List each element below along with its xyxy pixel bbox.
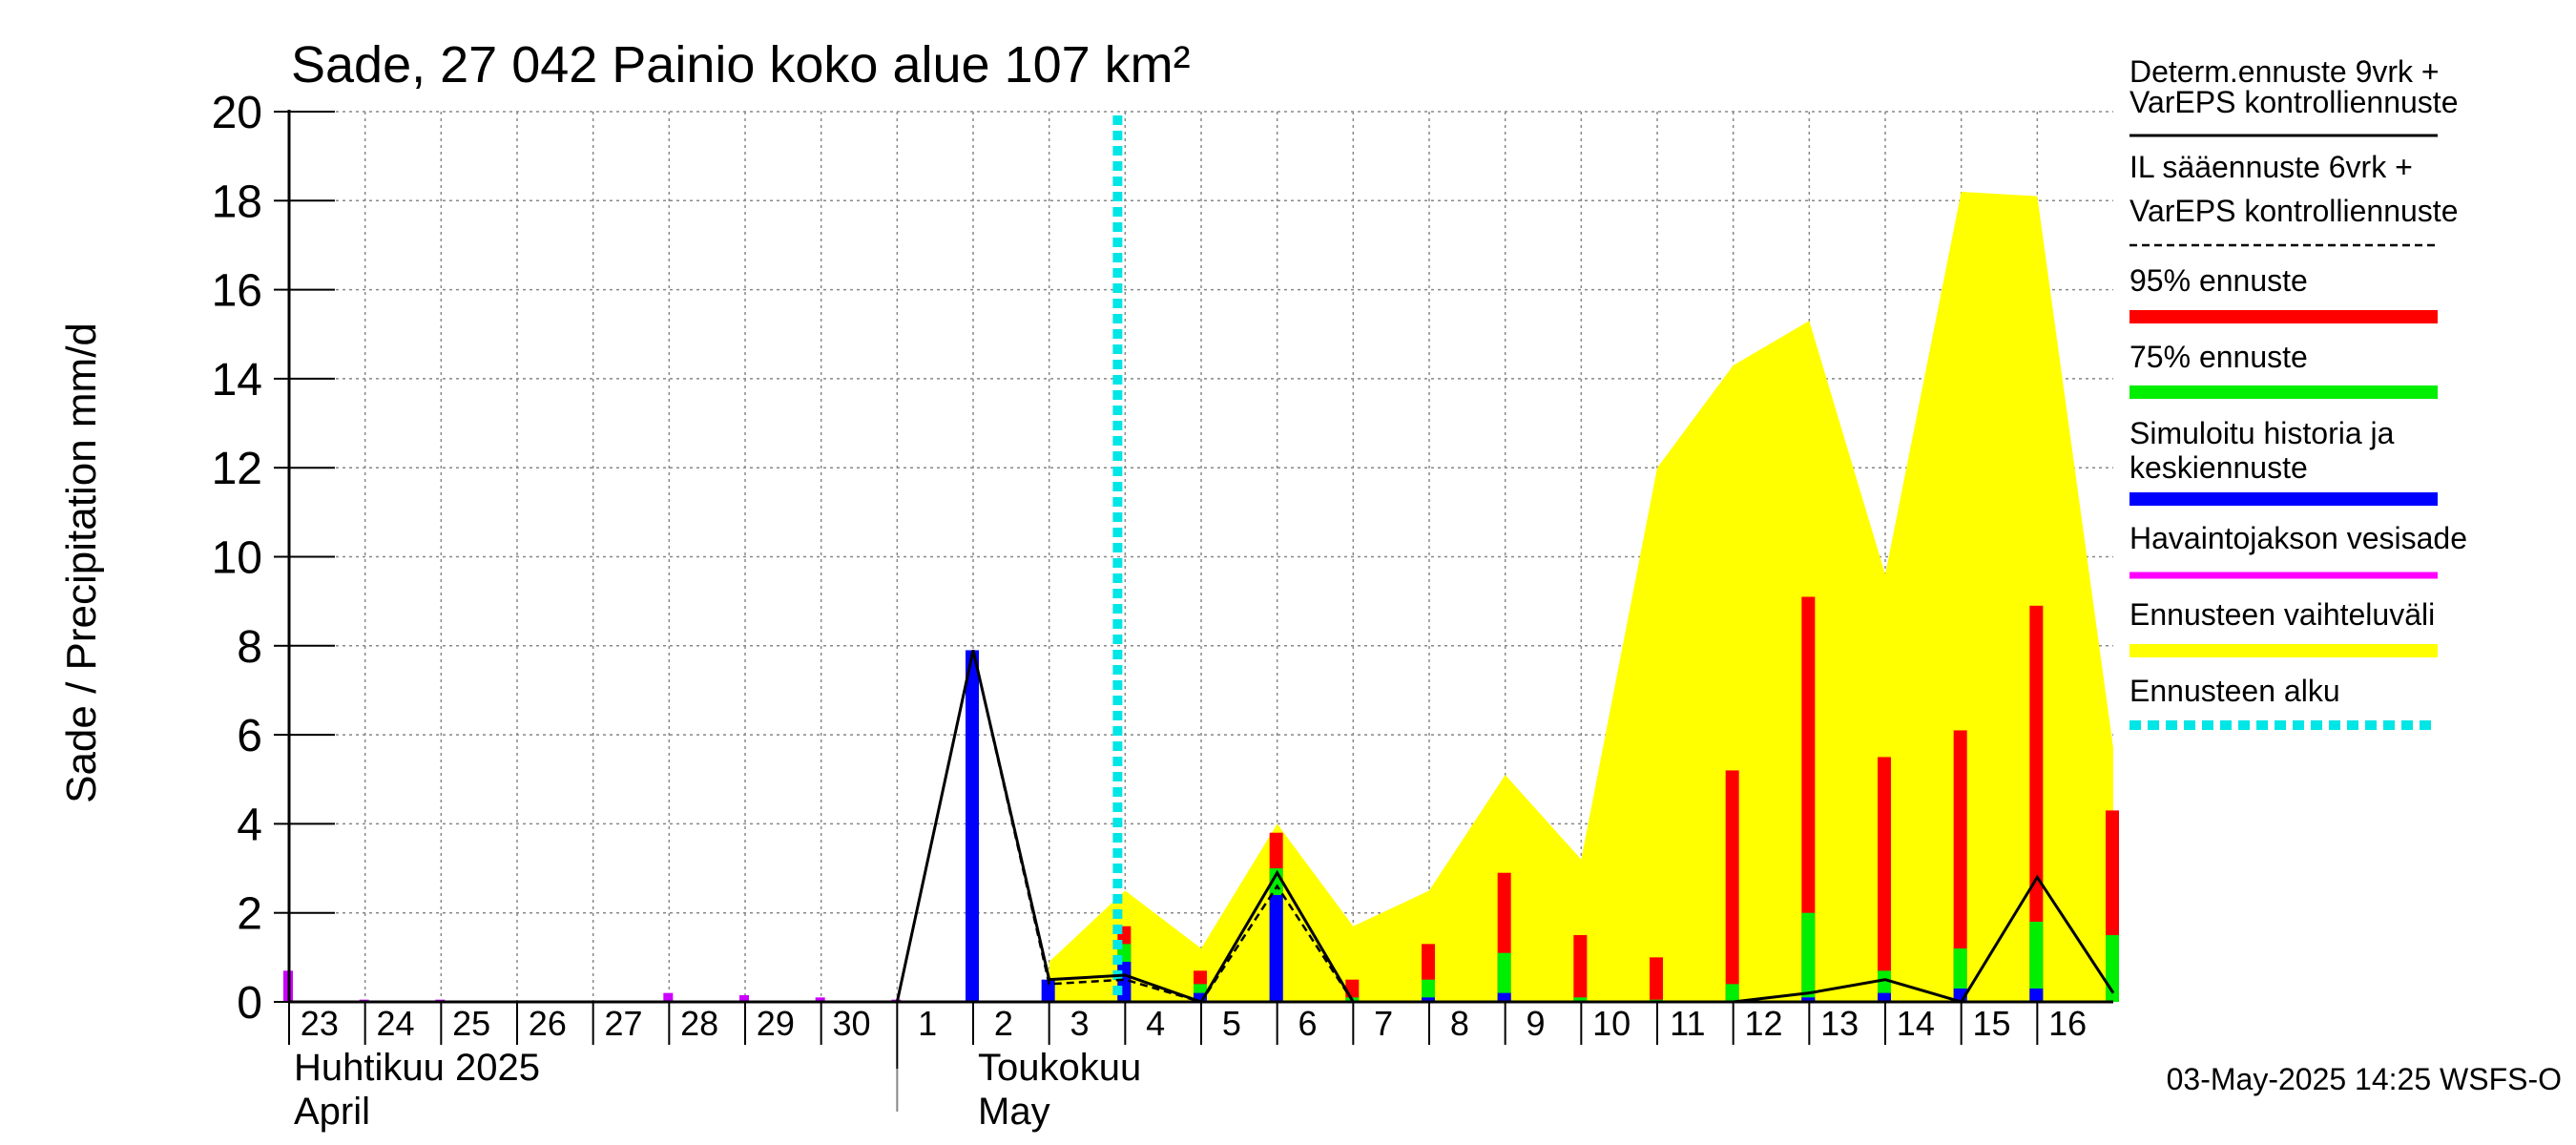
- x-day-label: 4: [1146, 1004, 1165, 1043]
- forecast-75-bar: [2029, 922, 2044, 1002]
- x-day-label: 14: [1897, 1004, 1935, 1043]
- x-day-label: 23: [301, 1004, 339, 1043]
- y-tick-label: 14: [212, 355, 262, 406]
- legend-label: 95% ennuste: [2129, 263, 2308, 298]
- forecast-95-bar: [1573, 935, 1588, 1002]
- x-day-label: 8: [1450, 1004, 1469, 1043]
- legend-label: Determ.ennuste 9vrk +: [2129, 54, 2440, 89]
- month-label-en: April: [294, 1091, 370, 1133]
- x-day-label: 30: [832, 1004, 870, 1043]
- x-day-label: 11: [1670, 1004, 1705, 1043]
- month-label-fi: Toukokuu: [978, 1047, 1141, 1089]
- legend-label: Havaintojakson vesisade: [2129, 521, 2467, 555]
- legend: Determ.ennuste 9vrk +VarEPS kontrollienn…: [2129, 54, 2467, 730]
- forecast-mean-bar: [1422, 997, 1435, 1002]
- forecast-mean-bar: [1878, 992, 1891, 1002]
- forecast-95-bar: [1878, 757, 1891, 1002]
- simulated-history-bar: [1041, 979, 1055, 1002]
- y-tick-label: 2: [237, 889, 262, 940]
- legend-label: VarEPS kontrolliennuste: [2129, 194, 2458, 228]
- ensemble-range-area: [1049, 191, 2113, 1003]
- x-day-label: 24: [376, 1004, 414, 1043]
- forecast-95-bar: [1953, 730, 1967, 1002]
- x-day-label: 9: [1526, 1004, 1545, 1043]
- y-axis-label: Sade / Precipitation mm/d: [58, 323, 105, 803]
- x-day-label: 26: [529, 1004, 567, 1043]
- legend-label: Simuloitu historia ja: [2129, 416, 2395, 450]
- y-tick-label: 4: [237, 800, 262, 850]
- x-day-label: 27: [604, 1004, 642, 1043]
- legend-label: Ennusteen vaihteluväli: [2129, 597, 2435, 632]
- x-day-label: 12: [1744, 1004, 1782, 1043]
- forecast-75-bar: [1573, 997, 1588, 1002]
- x-day-label: 6: [1298, 1004, 1317, 1043]
- x-day-label: 1: [918, 1004, 937, 1043]
- legend-label: 75% ennuste: [2129, 340, 2308, 374]
- y-tick-label: 8: [237, 622, 262, 673]
- y-tick-label: 10: [212, 533, 262, 584]
- observed-precip-bar: [815, 997, 825, 1002]
- forecast-75-bar: [1725, 984, 1739, 1002]
- y-tick-label: 6: [237, 711, 262, 761]
- x-day-label: 2: [994, 1004, 1013, 1043]
- x-day-label: 28: [680, 1004, 718, 1043]
- legend-label: Ennusteen alku: [2129, 674, 2340, 708]
- x-day-label: 10: [1592, 1004, 1631, 1043]
- forecast-75-bar: [1801, 912, 1816, 1002]
- x-day-label: 3: [1070, 1004, 1089, 1043]
- forecast-95-bar: [1650, 957, 1663, 1002]
- simulated-history-bar: [966, 650, 979, 1002]
- x-day-label: 15: [1972, 1004, 2010, 1043]
- observed-precip-bar: [663, 992, 674, 1002]
- month-label-en: May: [978, 1091, 1050, 1133]
- y-tick-label: 18: [212, 177, 262, 227]
- month-label-fi: Huhtikuu 2025: [294, 1047, 540, 1089]
- forecast-95-bar: [1801, 596, 1816, 1002]
- x-day-label: 16: [2048, 1004, 2087, 1043]
- ensemble-range-layer: [1049, 191, 2113, 1003]
- footer-timestamp: 03-May-2025 14:25 WSFS-O: [2167, 1062, 2562, 1096]
- x-day-label: 29: [757, 1004, 795, 1043]
- legend-label: VarEPS kontrolliennuste: [2129, 85, 2458, 119]
- y-tick-label: 20: [212, 88, 262, 138]
- forecast-mean-bar: [1801, 997, 1816, 1002]
- x-day-label: 5: [1222, 1004, 1241, 1043]
- y-tick-label: 12: [212, 444, 262, 494]
- chart-title: Sade, 27 042 Painio koko alue 107 km²: [291, 36, 1191, 94]
- forecast-75-bar: [1497, 952, 1511, 1002]
- bars-layer: [283, 596, 2119, 1002]
- legend-label: IL sääennuste 6vrk +: [2129, 150, 2413, 184]
- x-day-label: 7: [1374, 1004, 1393, 1043]
- x-day-label: 13: [1820, 1004, 1859, 1043]
- forecast-mean-bar: [1194, 992, 1207, 1002]
- forecast-mean-bar: [1269, 895, 1283, 1002]
- x-day-label: 25: [452, 1004, 490, 1043]
- forecast-mean-bar: [1497, 992, 1511, 1002]
- forecast-mean-bar: [2029, 989, 2044, 1002]
- forecast-95-bar: [1725, 770, 1739, 1002]
- forecast-75-bar: [1422, 979, 1435, 1002]
- observed-precip-bar: [739, 995, 749, 1002]
- y-tick-label: 0: [237, 978, 262, 1029]
- axes: [274, 110, 2113, 1112]
- y-tick-label: 16: [212, 266, 262, 317]
- forecast-95-bar: [2029, 605, 2044, 1002]
- legend-label: keskiennuste: [2129, 450, 2308, 485]
